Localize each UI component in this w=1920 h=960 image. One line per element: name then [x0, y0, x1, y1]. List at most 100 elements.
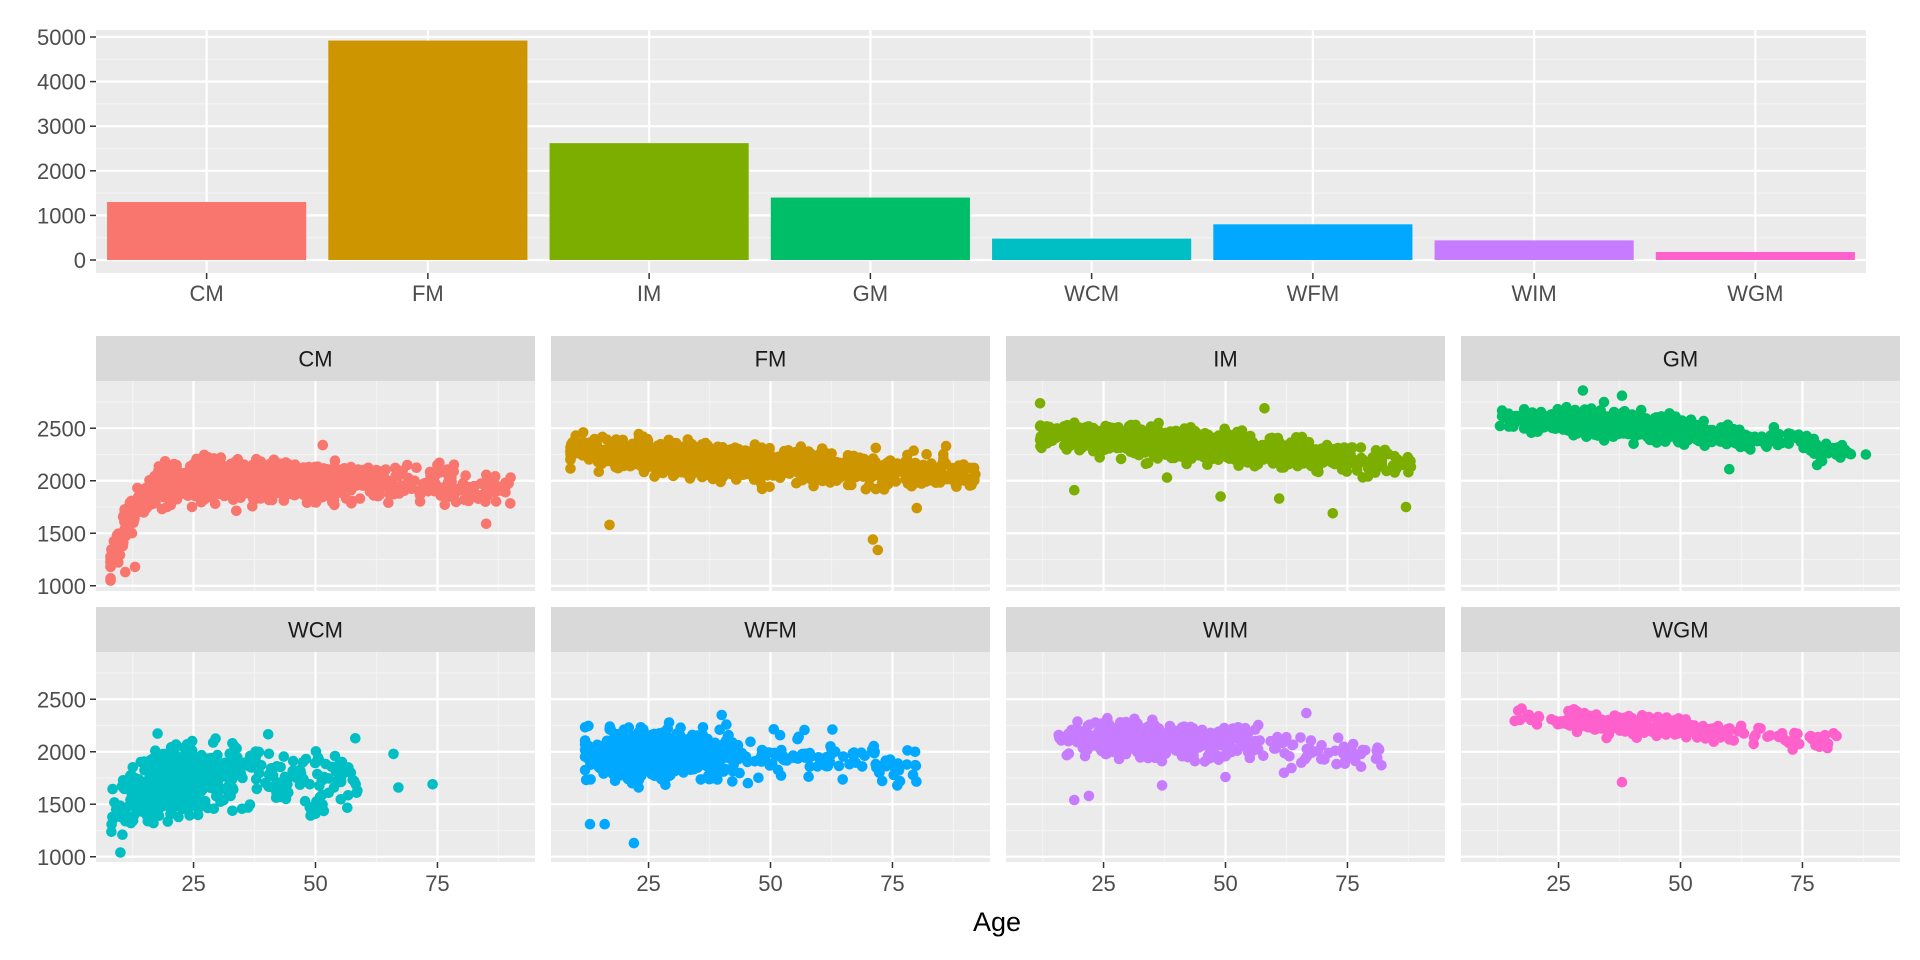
data-point — [426, 468, 437, 480]
data-point — [371, 464, 382, 476]
data-point-outlier — [1400, 501, 1412, 513]
bar-x-tick-label-gm: GM — [853, 281, 888, 306]
data-point-outlier — [1860, 449, 1872, 460]
data-point — [395, 486, 406, 498]
data-point — [902, 449, 913, 461]
data-point — [1212, 434, 1224, 446]
data-point — [597, 431, 608, 443]
data-point — [1536, 422, 1547, 433]
data-point — [1680, 428, 1692, 440]
data-point — [1367, 463, 1378, 475]
data-point — [305, 489, 317, 501]
data-point — [1768, 422, 1780, 433]
data-point — [831, 463, 843, 474]
data-point — [280, 468, 292, 480]
data-point — [216, 471, 227, 482]
facet-strip-label: GM — [1663, 347, 1698, 372]
data-point — [786, 461, 798, 473]
bar-y-tick-label: 4000 — [37, 70, 86, 95]
data-point-outlier — [1069, 484, 1080, 496]
data-point — [1181, 428, 1193, 440]
data-point — [1552, 421, 1563, 432]
bar-wgm[interactable] — [1655, 251, 1855, 260]
data-point — [278, 495, 290, 506]
data-point — [570, 446, 581, 457]
data-point-outlier — [334, 465, 346, 476]
data-point — [1168, 452, 1180, 464]
facet-strip-label: IM — [1213, 347, 1237, 372]
bar-fm[interactable] — [328, 40, 528, 261]
bar-wcm[interactable] — [992, 238, 1192, 260]
data-point — [1496, 405, 1508, 416]
data-point — [720, 464, 731, 475]
data-point — [1585, 414, 1596, 425]
data-point-outlier — [604, 519, 615, 531]
data-point — [958, 459, 969, 470]
data-point — [1836, 439, 1848, 451]
data-point-outlier — [129, 561, 141, 573]
bar-wim[interactable] — [1434, 240, 1634, 260]
data-point — [593, 466, 605, 478]
data-point — [354, 493, 366, 504]
facet-panel-im: IM — [1006, 336, 1445, 591]
data-point — [152, 728, 163, 739]
data-point — [296, 487, 307, 498]
bar-x-tick-label-wgm: WGM — [1727, 281, 1783, 306]
facet-strip — [551, 336, 990, 381]
data-point — [231, 505, 242, 517]
data-point — [481, 485, 492, 496]
data-point — [218, 487, 229, 498]
data-point — [907, 477, 918, 489]
bar-y-tick-label: 5000 — [37, 25, 86, 50]
data-point — [1776, 437, 1788, 449]
data-point — [1698, 415, 1709, 427]
data-point — [193, 471, 204, 483]
data-point-outlier — [1811, 459, 1823, 471]
data-point — [287, 755, 299, 767]
data-point — [565, 463, 576, 474]
data-point — [841, 466, 853, 477]
bar-cm[interactable] — [107, 202, 307, 260]
data-point — [691, 445, 703, 457]
data-point — [211, 462, 222, 473]
bar-wfm[interactable] — [1213, 224, 1413, 260]
data-point — [1715, 422, 1727, 433]
data-point — [114, 530, 125, 541]
data-point-outlier — [1616, 390, 1628, 402]
data-point — [105, 573, 116, 584]
data-point — [402, 459, 413, 471]
data-point — [255, 493, 266, 504]
data-point — [146, 474, 157, 485]
data-point — [649, 449, 661, 460]
data-point — [411, 462, 422, 474]
data-point — [763, 456, 775, 467]
data-point — [1135, 432, 1146, 444]
data-point — [700, 444, 712, 456]
data-point — [1149, 428, 1161, 440]
data-point — [727, 448, 738, 459]
data-point — [799, 457, 811, 468]
data-point-outlier — [950, 479, 962, 491]
data-point — [346, 498, 357, 509]
data-point — [1113, 430, 1125, 441]
data-point — [1596, 411, 1608, 423]
bar-x-tick-label-wim: WIM — [1512, 281, 1557, 306]
data-point — [247, 501, 258, 512]
data-point — [481, 469, 492, 481]
data-point-outlier — [466, 490, 477, 501]
data-point-outlier — [1327, 508, 1339, 519]
data-point — [505, 498, 516, 509]
data-point — [1078, 436, 1089, 448]
bar-gm[interactable] — [770, 197, 970, 260]
data-point — [198, 449, 210, 461]
data-point — [208, 453, 220, 464]
data-point — [1405, 455, 1416, 467]
data-point — [1573, 425, 1585, 436]
data-point-outlier — [505, 472, 516, 483]
bar-im[interactable] — [549, 143, 749, 260]
data-point — [1092, 434, 1103, 445]
data-point — [225, 467, 236, 478]
data-point — [321, 482, 333, 494]
facet-strip-label: FM — [755, 347, 787, 372]
